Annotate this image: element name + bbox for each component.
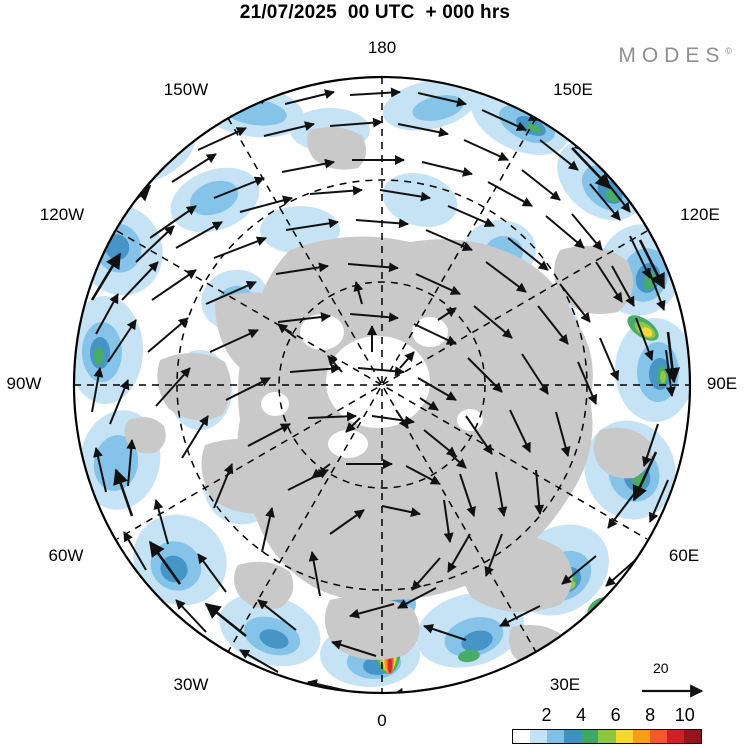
colorbar-segment-6 — [615, 730, 633, 743]
colorbar-tick-labels: 2 4 6 8 10 — [512, 705, 702, 727]
lon-label-150w: 150W — [163, 80, 209, 99]
lon-label-0: 0 — [377, 711, 387, 730]
lon-label-90w: 90W — [6, 374, 42, 393]
copyright-mark: © — [725, 46, 732, 56]
modes-logo: MODES© — [618, 44, 732, 68]
lon-label-60w: 60W — [48, 546, 84, 565]
vector-scale-label: 20 — [653, 660, 669, 676]
page-title: 21/07/2025 00 UTC + 000 hrs — [239, 2, 511, 23]
colorbar-segment-4 — [581, 730, 599, 743]
lon-label-120w: 120W — [39, 205, 85, 224]
colorbar-tick-10: 10 — [674, 705, 695, 725]
colorbar-segment-9 — [666, 730, 684, 743]
colorbar-tick-2: 2 — [541, 705, 552, 725]
lon-label-30e: 30E — [549, 675, 581, 694]
lon-label-90e: 90E — [706, 374, 738, 393]
colorbar-tick-6: 6 — [610, 705, 621, 725]
colorbar-tick-8: 8 — [645, 705, 656, 725]
colorbar-segment-2 — [547, 730, 565, 743]
lon-label-30w: 30W — [173, 675, 209, 694]
colorbar-segment-7 — [632, 730, 650, 743]
globe-outline — [72, 75, 692, 695]
colorbar — [512, 729, 702, 744]
colorbar-segment-10 — [683, 730, 702, 743]
map-field-layer — [74, 77, 690, 693]
shading-hotspot-kamchatka — [627, 315, 659, 341]
wind-vector-field — [91, 77, 676, 693]
colorbar-tick-4: 4 — [576, 705, 587, 725]
colorbar-segment-1 — [530, 730, 548, 743]
colorbar-segment-5 — [598, 730, 616, 743]
vector-scale-arrow — [642, 684, 704, 698]
lon-label-120e: 120E — [680, 205, 720, 224]
lon-label-150e: 150E — [553, 80, 593, 99]
colorbar-segment-3 — [564, 730, 582, 743]
colorbar-segment-8 — [649, 730, 667, 743]
colorbar-segment-0 — [513, 730, 531, 743]
lon-label-60e: 60E — [668, 546, 700, 565]
lon-label-180: 180 — [367, 38, 397, 57]
modes-wordmark: MODES — [618, 44, 726, 67]
